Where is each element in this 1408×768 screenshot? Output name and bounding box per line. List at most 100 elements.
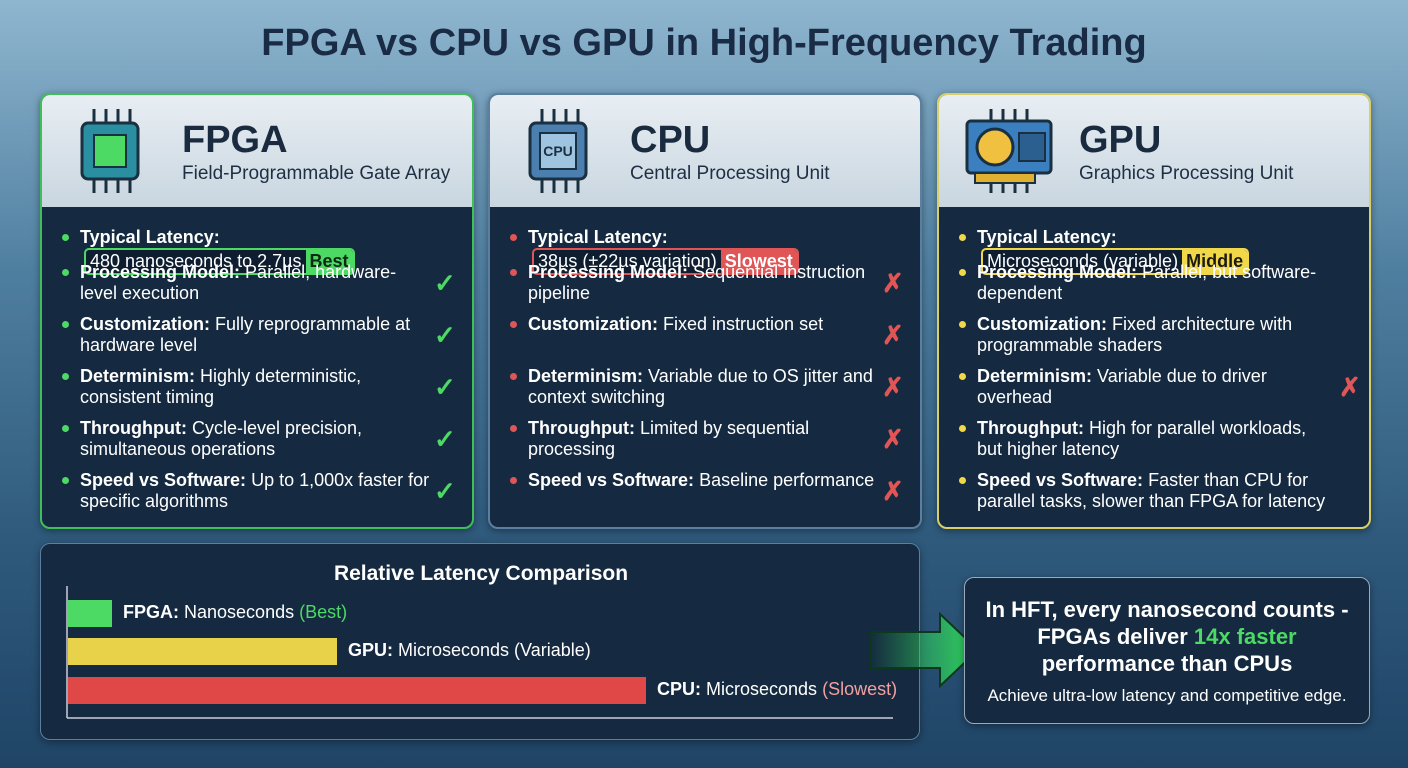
row-text: Parallel, hardware-level execution	[80, 262, 397, 303]
row-text: Fully reprogrammable at hardware level	[80, 314, 411, 355]
card-subtitle: Field-Programmable Gate Array	[182, 163, 451, 184]
row-text: Fixed instruction set	[663, 314, 824, 334]
comparison-bars	[66, 586, 893, 719]
bar-label: FPGA: Nanoseconds (Best)	[123, 602, 347, 623]
row-text: Variable due to driver overhead	[977, 366, 1267, 407]
callout-text: In HFT, every nanosecond counts - FPGAs …	[975, 596, 1359, 677]
status-icon: ✓	[434, 268, 456, 298]
bullet	[510, 234, 517, 241]
card-icon	[80, 109, 140, 193]
status-icon: ✓	[434, 476, 456, 506]
bar-note: (Best)	[299, 602, 348, 622]
bar-note: (Slowest)	[822, 679, 898, 699]
bullet	[510, 269, 517, 276]
feature-row: Determinism: Highly deterministic, consi…	[62, 366, 430, 408]
bullet	[62, 269, 69, 276]
bar-label: GPU: Microseconds (Variable)	[348, 640, 591, 661]
row-label: Customization:	[977, 314, 1107, 334]
bar	[68, 677, 646, 704]
bullet	[959, 234, 966, 241]
card-subtitle: Central Processing Unit	[630, 163, 830, 184]
row-text: Up to 1,000x faster for specific algorit…	[80, 470, 430, 511]
card-header: GPU Graphics Processing Unit	[939, 95, 1369, 207]
feature-row: Processing Model: Sequential instruction…	[510, 262, 878, 304]
card-icon: CPU	[528, 109, 588, 193]
row-text: High for parallel workloads, but higher …	[977, 418, 1307, 459]
status-icon: ✗	[882, 268, 904, 298]
callout-highlight: 14x faster	[1193, 624, 1297, 649]
callout-text: In HFT, every nanosecond counts - FPGAs …	[985, 597, 1349, 649]
row-text: Parallel, but software-dependent	[977, 262, 1317, 303]
row-text: Cycle-level precision, simultaneous oper…	[80, 418, 363, 459]
bullet	[62, 373, 69, 380]
status-icon: ✗	[882, 476, 904, 506]
arrow	[870, 611, 980, 689]
bullet	[510, 477, 517, 484]
bullet	[959, 269, 966, 276]
row-label: Throughput:	[528, 418, 635, 438]
row-label: Typical Latency:	[80, 227, 220, 247]
row-label: Customization:	[528, 314, 658, 334]
page-title: FPGA vs CPU vs GPU in High-Frequency Tra…	[261, 22, 1147, 64]
row-label: Speed vs Software:	[977, 470, 1144, 490]
card: CPU CPU Central Processing Unit Typical Lat…	[488, 93, 922, 529]
callout: In HFT, every nanosecond counts - FPGAs …	[964, 577, 1370, 724]
bullet	[62, 234, 69, 241]
row-label: Determinism:	[977, 366, 1093, 386]
bullet	[510, 321, 517, 328]
bullet	[959, 373, 966, 380]
feature-row: Customization: Fully reprogrammable at h…	[62, 314, 430, 356]
row-label: Typical Latency:	[977, 227, 1117, 247]
bar-name: CPU:	[657, 679, 701, 699]
row-label: Customization:	[80, 314, 210, 334]
status-icon: ✗	[882, 424, 904, 454]
status-icon: ✓	[434, 372, 456, 402]
feature-row: Customization: Fixed instruction set	[510, 314, 878, 335]
bullet	[959, 477, 966, 484]
callout-text: performance than CPUs	[1041, 651, 1293, 676]
row-label: Processing Model:	[977, 262, 1138, 282]
card-header: FPGA Field-Programmable Gate Array	[42, 95, 472, 207]
latency-value: Microseconds (variable)	[987, 251, 1179, 271]
feature-row: Determinism: Variable due to driver over…	[959, 366, 1327, 408]
feature-row: Speed vs Software: Faster than CPU for p…	[959, 470, 1327, 512]
status-icon: ✓	[434, 320, 456, 350]
feature-row: Speed vs Software: Baseline performance	[510, 470, 878, 491]
feature-row: Processing Model: Parallel, but software…	[959, 262, 1327, 304]
bar-name: GPU:	[348, 640, 393, 660]
row-text: Sequential instruction pipeline	[528, 262, 866, 303]
latency-row: Typical Latency: 480 nanoseconds to 2.7µs…	[62, 227, 460, 275]
latency-value: 38µs (±22µs variation)	[538, 251, 717, 271]
card-icon	[965, 109, 1053, 193]
row-text: Limited by sequential processing	[528, 418, 810, 459]
latency-row: Typical Latency: 38µs (±22µs variation) Sl…	[510, 227, 908, 275]
latency-pill: 38µs (±22µs variation) Slowest	[532, 248, 799, 275]
comparison-panel: Relative Latency Comparison FPGA: Nanose…	[40, 543, 920, 740]
bullet	[510, 425, 517, 432]
bar	[68, 638, 337, 665]
row-label: Speed vs Software:	[80, 470, 247, 490]
row-label: Speed vs Software:	[528, 470, 695, 490]
feature-row: Throughput: Limited by sequential proces…	[510, 418, 878, 460]
feature-row: Speed vs Software: Up to 1,000x faster f…	[62, 470, 430, 512]
bar-name: FPGA:	[123, 602, 179, 622]
card-header: CPU CPU Central Processing Unit	[490, 95, 920, 207]
card-subtitle: Graphics Processing Unit	[1079, 163, 1294, 184]
svg-text:CPU: CPU	[543, 143, 573, 159]
bullet	[62, 477, 69, 484]
bar-desc: Nanoseconds	[184, 602, 295, 622]
bullet	[62, 425, 69, 432]
latency-badge: Best	[305, 250, 353, 273]
feature-row: Throughput: High for parallel workloads,…	[959, 418, 1327, 460]
latency-badge: Middle	[1182, 250, 1248, 273]
row-label: Throughput:	[80, 418, 187, 438]
feature-row: Determinism: Variable due to OS jitter a…	[510, 366, 878, 408]
card-name: CPU	[630, 119, 711, 161]
latency-row: Typical Latency: Microseconds (variable) M…	[959, 227, 1357, 275]
row-text: Highly deterministic, consistent timing	[80, 366, 362, 407]
bullet	[959, 321, 966, 328]
row-text: Fixed architecture with programmable sha…	[977, 314, 1293, 355]
card: GPU Graphics Processing Unit Typical Laten…	[937, 93, 1371, 529]
comparison-title: Relative Latency Comparison	[333, 562, 629, 585]
